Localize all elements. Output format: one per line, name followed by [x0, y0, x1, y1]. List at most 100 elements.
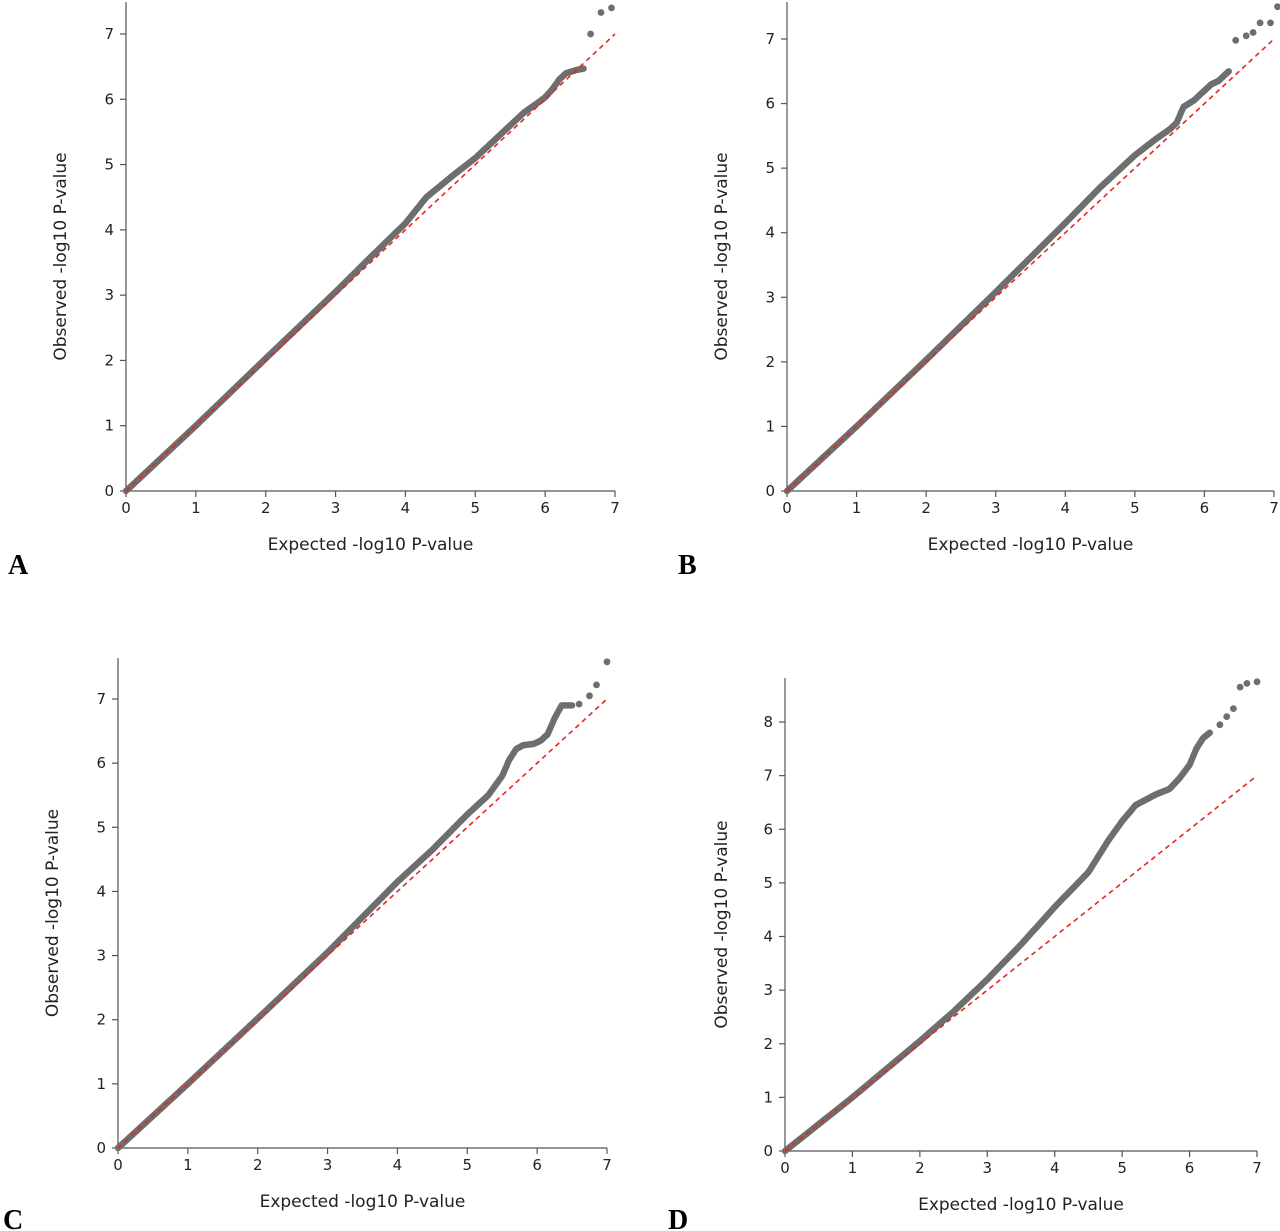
x-tick-label: 2: [261, 499, 271, 517]
y-tick-label: 6: [96, 754, 106, 772]
outlier-point: [1236, 683, 1244, 691]
reference-line: [117, 698, 608, 1149]
panel-letter: D: [668, 1205, 688, 1231]
qq-panel-b: 0 1 2 3 4 5 6 7 0 1 2 3 4 5 6 7 Expected -log10 P-value O…: [678, 2, 1280, 581]
x-tick-label: 7: [602, 1156, 612, 1174]
x-tick-label: 3: [323, 1156, 333, 1174]
x-tick-label: 7: [1269, 499, 1279, 517]
panel-letter: A: [8, 550, 29, 581]
x-tick-label: 7: [1252, 1159, 1262, 1177]
x-tick-label: 4: [1050, 1159, 1060, 1177]
x-tick-label: 3: [991, 499, 1001, 517]
panel-letter: C: [3, 1205, 23, 1231]
x-axis-label: Expected -log10 P-value: [268, 535, 474, 555]
y-tick-label: 1: [763, 1088, 773, 1106]
y-tick-label: 1: [104, 417, 114, 435]
x-tick-label: 5: [1130, 499, 1140, 517]
x-axis-label: Expected -log10 P-value: [918, 1195, 1124, 1215]
reference-line: [784, 774, 1258, 1152]
y-tick-label: 5: [96, 818, 106, 836]
x-tick-label: 1: [183, 1156, 193, 1174]
x-tick-label: 5: [1117, 1159, 1127, 1177]
outlier-point: [1249, 29, 1257, 36]
y-tick-label: 6: [104, 90, 114, 108]
outlier-point: [1223, 713, 1231, 720]
panel-letter: B: [678, 550, 697, 581]
reference-line: [786, 38, 1275, 492]
outlier-point: [1274, 3, 1280, 11]
y-tick-label: 5: [765, 159, 775, 177]
x-tick-label: 1: [191, 499, 201, 517]
y-tick-label: 2: [765, 353, 775, 371]
y-tick-label: 4: [763, 928, 773, 946]
outlier-point: [1243, 680, 1251, 687]
outlier-point: [1216, 721, 1224, 729]
y-tick-label: 2: [104, 351, 114, 369]
observed-point: [1206, 729, 1214, 736]
outlier-point: [1253, 678, 1261, 686]
x-tick-label: 1: [852, 499, 862, 517]
y-tick-label: 7: [765, 30, 775, 48]
y-tick-label: 5: [104, 156, 114, 174]
y-tick-label: 7: [96, 690, 106, 708]
x-tick-label: 7: [610, 499, 620, 517]
y-tick-label: 5: [763, 874, 773, 892]
x-tick-label: 6: [1185, 1159, 1195, 1177]
qq-panel-d: 0 1 2 3 4 5 6 7 0 1 2 3 4 5 6 7 8 Expected -log10 P-value…: [668, 678, 1262, 1231]
y-tick-label: 6: [765, 95, 775, 113]
y-tick-label: 1: [96, 1075, 106, 1093]
y-tick-label: 0: [96, 1139, 106, 1157]
y-tick-label: 0: [765, 482, 775, 500]
y-axis-label: Observed -log10 P-value: [51, 152, 71, 360]
outlier-point: [575, 700, 583, 708]
y-tick-label: 0: [763, 1142, 773, 1160]
observed-points: [114, 702, 576, 1152]
x-axis-label: Expected -log10 P-value: [260, 1192, 466, 1212]
outlier-point: [1232, 36, 1240, 44]
qq-panel-c: 0 1 2 3 4 5 6 7 0 1 2 3 4 5 6 7 Expected -log10 P-value O…: [3, 658, 612, 1231]
x-tick-label: 5: [463, 1156, 473, 1174]
outlier-point: [1242, 32, 1250, 40]
y-tick-label: 4: [765, 224, 775, 242]
y-axis-label: Observed -log10 P-value: [712, 820, 732, 1028]
x-tick-label: 4: [1061, 499, 1071, 517]
y-tick-label: 3: [763, 981, 773, 999]
x-tick-label: 3: [331, 499, 341, 517]
y-tick-label: 3: [765, 288, 775, 306]
x-tick-label: 0: [121, 499, 131, 517]
x-tick-label: 4: [393, 1156, 403, 1174]
reference-line: [125, 33, 616, 492]
x-axis-label: Expected -log10 P-value: [928, 535, 1134, 555]
y-tick-label: 1: [765, 417, 775, 435]
outlier-point: [1230, 705, 1237, 712]
observed-points: [122, 65, 587, 495]
x-tick-label: 3: [983, 1159, 993, 1177]
observed-point: [1225, 68, 1233, 75]
outlier-point: [1267, 19, 1274, 27]
y-tick-label: 3: [96, 947, 106, 965]
outlier-point: [587, 30, 594, 38]
x-tick-label: 6: [532, 1156, 542, 1174]
y-tick-label: 7: [104, 25, 114, 43]
x-tick-label: 0: [782, 499, 792, 517]
qq-panel-a: 0 1 2 3 4 5 6 7 0 1 2 3 4 5 6 7 Expected -log10 P-value O…: [8, 2, 620, 581]
y-tick-label: 7: [763, 767, 773, 785]
outlier-point: [597, 9, 605, 16]
y-tick-label: 8: [763, 713, 773, 731]
outlier-point: [1256, 19, 1264, 27]
y-tick-label: 4: [96, 882, 106, 900]
x-tick-label: 2: [253, 1156, 263, 1174]
outlier-point: [603, 658, 611, 666]
y-tick-label: 0: [104, 482, 114, 500]
y-tick-label: 4: [104, 221, 114, 239]
observed-points: [781, 729, 1214, 1155]
x-tick-label: 5: [471, 499, 481, 517]
y-axis-label: Observed -log10 P-value: [712, 152, 732, 360]
observed-point: [580, 65, 587, 72]
x-tick-label: 4: [401, 499, 411, 517]
x-tick-label: 0: [780, 1159, 790, 1177]
y-tick-label: 2: [96, 1011, 106, 1029]
x-tick-label: 0: [113, 1156, 123, 1174]
outlier-point: [593, 681, 600, 689]
y-axis-label: Observed -log10 P-value: [43, 809, 63, 1017]
